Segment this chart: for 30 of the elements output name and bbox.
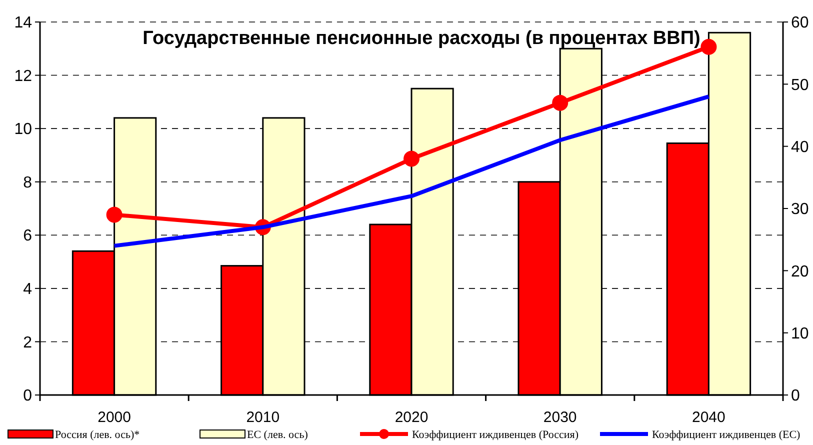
y-tick-label: 14 <box>14 14 32 32</box>
x-tick-label: 2020 <box>394 409 428 426</box>
y2-tick-label: 60 <box>791 14 809 32</box>
y-tick-label: 0 <box>23 388 32 405</box>
point <box>700 38 717 55</box>
chart-title: Государственные пенсионные расходы (в процентах ВВП) <box>142 28 700 49</box>
line-series <box>112 94 711 248</box>
legend-label: Коэффициент иждивенцев (Россия) <box>412 429 579 441</box>
point <box>404 150 420 167</box>
y-tick-label: 10 <box>14 121 32 138</box>
x-tick-label: 2010 <box>246 409 280 426</box>
y-tick-label: 6 <box>23 228 32 245</box>
x-tick-label: 2000 <box>98 409 131 426</box>
legend-label: Коэффициент иждивенцев (ЕС) <box>652 429 801 441</box>
y2-tick-label: 10 <box>791 325 809 342</box>
y-tick-label: 12 <box>14 68 32 85</box>
y-tick-label: 8 <box>23 174 32 192</box>
point <box>106 206 122 223</box>
y2-tick-label: 50 <box>791 76 809 94</box>
point <box>552 94 568 111</box>
x-tick-label: 2030 <box>543 409 577 426</box>
legend-label: ЕС (лев. ось) <box>247 429 308 441</box>
legend-label: Россия (лев. ось)* <box>55 429 140 441</box>
y2-tick-label: 40 <box>791 138 809 156</box>
y2-tick-label: 20 <box>791 263 809 280</box>
y2-tick-label: 0 <box>791 388 800 405</box>
x-tick-label: 2040 <box>692 409 726 426</box>
y2-tick-label: 30 <box>791 201 809 218</box>
y-tick-label: 2 <box>23 334 32 352</box>
y-tick-label: 4 <box>23 281 32 298</box>
